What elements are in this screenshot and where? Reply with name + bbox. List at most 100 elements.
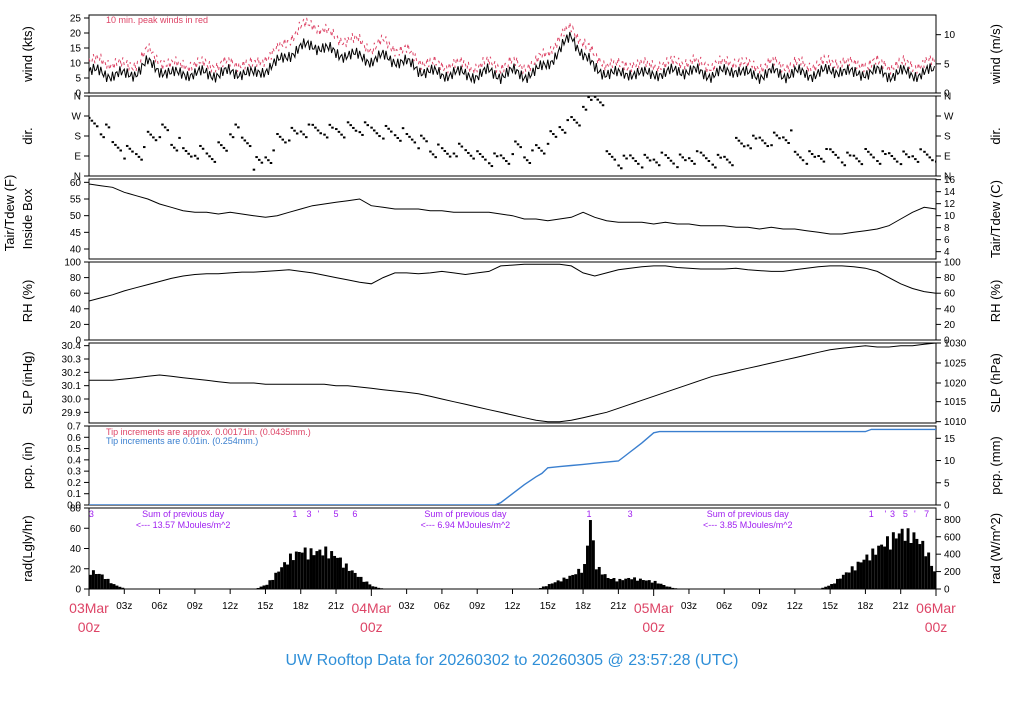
wind-series-line (89, 31, 935, 84)
radiation-sum-value: <--- 13.57 MJoules/m^2 (136, 520, 231, 530)
direction-point (535, 144, 538, 147)
direction-point (319, 132, 322, 135)
right-tick-label: 5 (944, 59, 950, 70)
direction-point (408, 135, 411, 138)
radiation-bar (262, 585, 266, 589)
right-tick-label: 12 (944, 199, 956, 210)
right-tick-label: 6 (944, 235, 950, 246)
radiation-bar (365, 581, 369, 589)
direction-point (217, 141, 220, 144)
radiation-bar (333, 555, 337, 589)
x-tick-label: 21z (893, 601, 909, 612)
direction-point (314, 126, 317, 129)
direction-point (514, 140, 517, 143)
radiation-sum-label: Sum of previous day (707, 509, 790, 519)
radiation-bar (341, 567, 345, 589)
left-tick-label: 45 (70, 228, 82, 239)
direction-point (323, 133, 326, 136)
direction-point (876, 160, 879, 163)
left-tick-label: 40 (70, 245, 82, 256)
direction-point (857, 160, 861, 163)
direction-point (478, 153, 482, 156)
left-tick-label: 30.2 (62, 368, 82, 379)
direction-point (552, 133, 555, 136)
radiation-bar (303, 547, 307, 589)
radiation-sum-label: Sum of previous day (424, 509, 507, 519)
direction-point (793, 150, 797, 153)
radiation-bar (850, 566, 854, 589)
direction-point (705, 157, 708, 160)
radiation-bar (294, 551, 298, 589)
x-day-sublabel: 00z (360, 619, 383, 635)
direction-point (384, 124, 388, 127)
direction-point (742, 145, 746, 148)
direction-point (620, 167, 623, 170)
direction-point (293, 129, 296, 132)
direction-point (648, 159, 652, 162)
direction-point (328, 123, 332, 126)
direction-point (572, 118, 576, 121)
direction-point (105, 123, 108, 126)
radiation-bar (833, 583, 837, 589)
direction-point (158, 136, 162, 139)
radiation-bar (562, 577, 566, 589)
right-tick-label: 10 (944, 30, 956, 41)
direction-point (711, 163, 714, 166)
radiation-marker: 1 (292, 509, 297, 519)
direction-point (754, 137, 758, 140)
direction-point (837, 156, 840, 159)
direction-point (429, 150, 432, 153)
direction-point (269, 162, 273, 164)
right-tick-label: 1030 (944, 339, 967, 350)
left-tick-label: 0.5 (67, 444, 81, 455)
plot-area (89, 263, 936, 302)
radiation-marker: 6 (352, 509, 357, 519)
radiation-bar (909, 542, 913, 589)
direction-point (267, 159, 270, 162)
x-tick-label: 06z (152, 601, 168, 612)
right-tick-label: 800 (944, 515, 961, 526)
radiation-bar (89, 574, 92, 589)
radiation-bar (577, 568, 581, 589)
radiation-bar (888, 549, 892, 589)
direction-point (114, 143, 117, 146)
direction-point (599, 101, 602, 104)
direction-point (511, 153, 514, 156)
direction-point (596, 98, 599, 101)
radiation-bar (547, 584, 551, 589)
direction-point (672, 162, 675, 165)
left-tick-label: 20 (70, 29, 82, 40)
left-tick-label: 40 (70, 304, 82, 315)
x-tick-label: 03z (399, 601, 415, 612)
radiation-bar (583, 564, 587, 589)
direction-point (358, 131, 362, 134)
direction-point (196, 157, 200, 160)
direction-point (272, 149, 275, 152)
direction-point (410, 138, 414, 141)
left-tick-label: N (74, 172, 81, 183)
direction-point (337, 130, 341, 133)
radiation-bar (838, 578, 842, 589)
rh-series-line (89, 263, 936, 302)
left-tick-label: 29.9 (62, 408, 82, 419)
direction-point (634, 160, 637, 163)
ylabel-left: wind (kts) (20, 26, 35, 83)
direction-point (342, 136, 346, 139)
x-tick-label: 09z (751, 601, 767, 612)
direction-point (801, 159, 805, 162)
left-tick-label: E (74, 152, 81, 163)
ylabel-right: RH (%) (988, 280, 1003, 323)
radiation-bar (321, 555, 325, 589)
direction-point (340, 133, 343, 136)
right-tick-label: 0 (944, 336, 950, 347)
direction-point (613, 158, 617, 161)
right-tick-label: N (944, 172, 951, 183)
direction-point (902, 150, 905, 153)
direction-point (667, 156, 670, 159)
radiation-marker: 1 (586, 509, 591, 519)
radiation-bar (636, 580, 639, 589)
direction-point (631, 157, 635, 160)
radiation-bar (103, 579, 107, 589)
direction-point (119, 149, 122, 152)
ylabel-right: Tair/Tdew (C) (988, 180, 1003, 258)
